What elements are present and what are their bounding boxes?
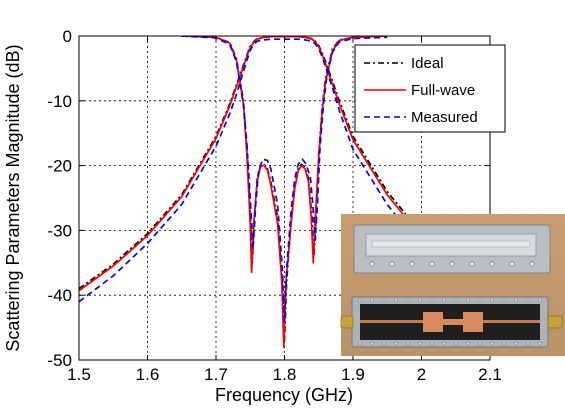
base-screw bbox=[370, 341, 374, 346]
base-screw bbox=[418, 298, 422, 303]
filter-feed-left bbox=[360, 320, 423, 323]
y-tick-label: -50 bbox=[47, 351, 72, 370]
lid-screw bbox=[489, 261, 495, 267]
x-tick-label: 2 bbox=[417, 365, 426, 384]
filter-photo-inset bbox=[340, 214, 565, 356]
x-axis-label: Frequency (GHz) bbox=[215, 385, 353, 405]
lid-screw bbox=[429, 261, 435, 267]
base-screw bbox=[430, 341, 434, 346]
base-screw bbox=[406, 298, 410, 303]
lid-screw bbox=[469, 261, 475, 267]
base-screw bbox=[502, 341, 506, 346]
lid-screw bbox=[529, 261, 535, 267]
base-screw bbox=[538, 298, 542, 303]
y-tick-label: -40 bbox=[47, 286, 72, 305]
base-screw bbox=[358, 341, 362, 346]
base-screw bbox=[466, 298, 470, 303]
base-screw bbox=[358, 298, 362, 303]
x-tick-label: 1.8 bbox=[273, 365, 297, 384]
y-tick-label: 0 bbox=[63, 27, 72, 46]
legend-label-measured: Measured bbox=[411, 109, 478, 126]
filter-lid-rod bbox=[371, 240, 531, 248]
lid-screws bbox=[369, 261, 535, 267]
base-screw bbox=[490, 341, 494, 346]
base-screw bbox=[514, 298, 518, 303]
y-tick-label: -20 bbox=[47, 157, 72, 176]
legend-label-ideal: Ideal bbox=[411, 55, 444, 72]
lid-screw bbox=[369, 261, 375, 267]
base-screw bbox=[418, 341, 422, 346]
base-screw bbox=[454, 341, 458, 346]
filter-coupling-line bbox=[443, 319, 463, 325]
base-screw bbox=[394, 298, 398, 303]
connector-left bbox=[340, 315, 354, 329]
lid-screw bbox=[449, 261, 455, 267]
series-measured-curve-2 bbox=[181, 36, 388, 322]
base-screw bbox=[526, 341, 530, 346]
base-screw bbox=[370, 298, 374, 303]
x-tick-label: 2.1 bbox=[478, 365, 502, 384]
base-screw bbox=[394, 341, 398, 346]
base-screw bbox=[406, 341, 410, 346]
base-screw bbox=[430, 298, 434, 303]
lid-screw bbox=[389, 261, 395, 267]
filter-feed-right bbox=[483, 320, 540, 323]
x-tick-label: 1.9 bbox=[341, 365, 365, 384]
base-screw bbox=[514, 341, 518, 346]
x-tick-label: 1.6 bbox=[136, 365, 160, 384]
base-screw bbox=[526, 298, 530, 303]
filter-resonator-right bbox=[463, 312, 483, 332]
y-tick-label: -10 bbox=[47, 92, 72, 111]
x-tick-labels: 1.5 1.6 1.7 1.8 1.9 2 2.1 bbox=[67, 365, 502, 384]
base-screw bbox=[502, 298, 506, 303]
base-screw bbox=[454, 298, 458, 303]
filter-resonator-left bbox=[423, 312, 443, 332]
base-screw bbox=[442, 341, 446, 346]
x-tick-label: 1.7 bbox=[204, 365, 228, 384]
legend-label-full-wave: Full-wave bbox=[411, 82, 475, 99]
lid-screw bbox=[409, 261, 415, 267]
base-screw bbox=[478, 341, 482, 346]
y-tick-label: -30 bbox=[47, 221, 72, 240]
connector-right bbox=[547, 315, 563, 329]
y-axis-label: Scattering Parameters Magnitude (dB) bbox=[3, 44, 23, 351]
base-screw bbox=[442, 298, 446, 303]
lid-screw bbox=[509, 261, 515, 267]
x-tick-label: 1.5 bbox=[67, 365, 91, 384]
base-screw bbox=[478, 298, 482, 303]
base-screw bbox=[538, 341, 542, 346]
base-screw bbox=[466, 341, 470, 346]
base-screws bbox=[358, 298, 542, 346]
base-screw bbox=[382, 298, 386, 303]
legend: Ideal Full-wave Measured bbox=[354, 44, 506, 133]
base-screw bbox=[382, 341, 386, 346]
y-tick-labels: 0 -10 -20 -30 -40 -50 bbox=[47, 27, 72, 370]
base-screw bbox=[490, 298, 494, 303]
